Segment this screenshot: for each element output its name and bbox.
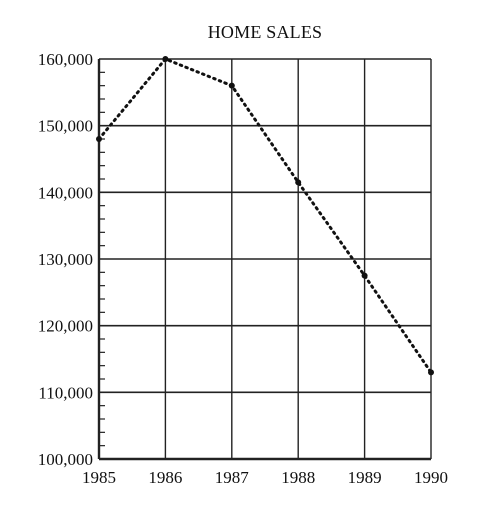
y-tick-labels: 100,000 110,000 120,000 130,000 140,000 150,0…	[38, 50, 93, 469]
y-tick-label: 100,000	[38, 450, 93, 469]
x-tick-label: 1990	[414, 468, 448, 487]
data-point	[295, 179, 301, 185]
x-tick-labels: 1985 1986 1987 1988 1989 1990	[82, 468, 448, 487]
data-point	[428, 369, 434, 375]
y-tick-label: 110,000	[38, 383, 93, 402]
x-tick-label: 1986	[148, 468, 182, 487]
x-tick-label: 1987	[215, 468, 250, 487]
series-home-sales	[96, 56, 434, 375]
data-point	[96, 136, 102, 142]
x-tick-label: 1988	[281, 468, 315, 487]
data-point	[229, 83, 235, 89]
grid-lines	[99, 59, 431, 459]
x-tick-label: 1985	[82, 468, 116, 487]
y-tick-label: 130,000	[38, 250, 93, 269]
y-tick-label: 120,000	[38, 317, 93, 336]
data-point	[162, 56, 168, 62]
data-point	[362, 273, 368, 279]
y-tick-label: 160,000	[38, 50, 93, 69]
y-tick-label: 150,000	[38, 117, 93, 136]
x-tick-label: 1989	[348, 468, 382, 487]
y-tick-label: 140,000	[38, 183, 93, 202]
